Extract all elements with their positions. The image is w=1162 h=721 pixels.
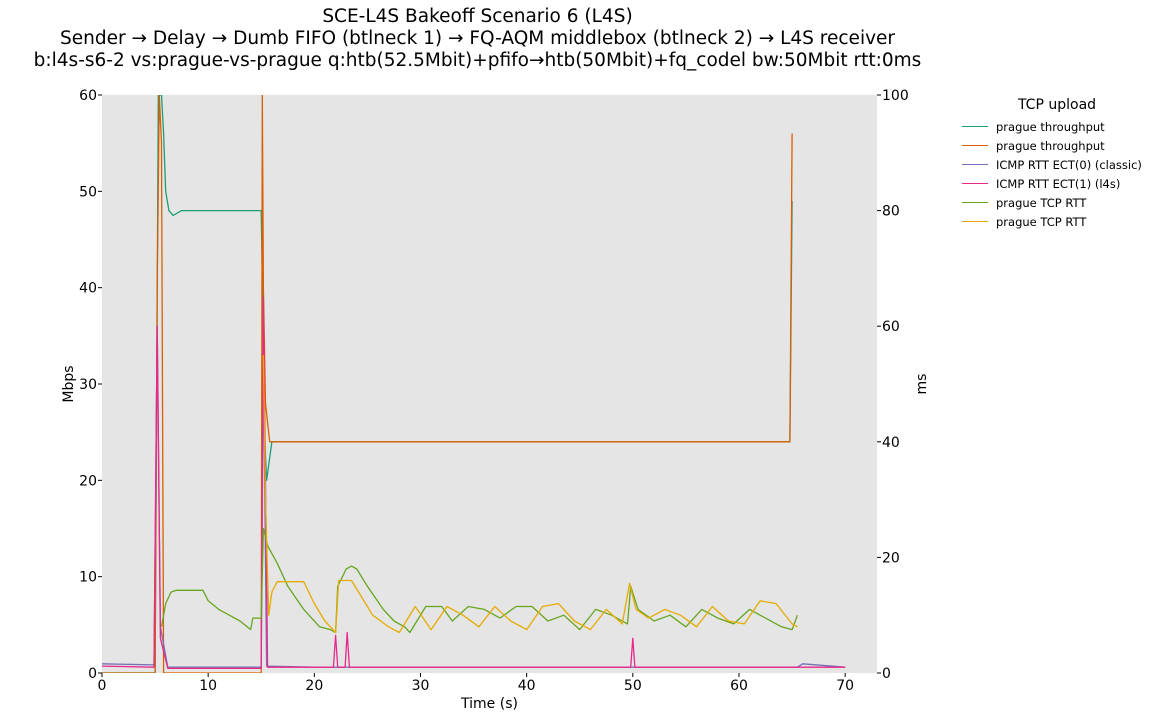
y-right-tick-label: 20	[882, 550, 900, 566]
legend-title: TCP upload	[1017, 97, 1097, 113]
legend-label: prague throughput	[996, 138, 1105, 153]
x-tick-label: 0	[98, 678, 107, 694]
legend-item-2: prague throughput	[962, 136, 1157, 155]
legend-swatch	[962, 164, 988, 165]
legend-label: prague TCP RTT	[996, 214, 1087, 229]
y-right-tick-label: 40	[882, 435, 900, 451]
y-left-tick-label: 10	[79, 570, 97, 586]
series-line-6	[262, 355, 798, 634]
legend-item-3: ICMP RTT ECT(0) (classic)	[962, 155, 1157, 174]
x-tick-label: 30	[412, 678, 430, 694]
y-right-tick-label: 60	[882, 319, 900, 335]
legend-item-4: ICMP RTT ECT(1) (l4s)	[962, 174, 1157, 193]
legend-item-6: prague TCP RTT	[962, 212, 1157, 231]
legend-label: ICMP RTT ECT(1) (l4s)	[996, 176, 1121, 191]
series-line-2	[102, 95, 793, 673]
y-left-tick-label: 60	[79, 88, 97, 104]
chart-title-block: SCE-L4S Bakeoff Scenario 6 (L4S) Sender …	[0, 6, 955, 72]
legend-item-1: prague throughput	[962, 117, 1157, 136]
legend-swatch	[962, 202, 988, 203]
x-tick-label: 50	[624, 678, 642, 694]
legend-item-5: prague TCP RTT	[962, 193, 1157, 212]
y-right-tick-label: 100	[882, 88, 909, 104]
x-tick-label: 60	[730, 678, 748, 694]
y-right-tick-label: 80	[882, 204, 900, 220]
legend-swatch	[962, 221, 988, 222]
y-left-tick-label: 30	[79, 377, 97, 393]
legend-label: ICMP RTT ECT(0) (classic)	[996, 157, 1142, 172]
x-tick-label: 40	[518, 678, 536, 694]
x-tick-label: 20	[305, 678, 323, 694]
series-line-5	[160, 527, 799, 634]
y-right-axis-label: ms	[914, 374, 930, 395]
legend-label: prague throughput	[996, 119, 1105, 134]
y-left-axis-label: Mbps	[61, 365, 77, 402]
legend: TCP upload prague throughput prague throu…	[962, 97, 1157, 231]
plot-background	[102, 95, 877, 673]
x-tick-label: 10	[199, 678, 217, 694]
y-left-tick-label: 0	[88, 666, 97, 682]
x-axis-label: Time (s)	[460, 696, 518, 712]
legend-swatch	[962, 183, 988, 184]
y-right-tick-label: 0	[882, 666, 891, 682]
chart-subtitle-params: b:l4s-s6-2 vs:prague-vs-prague q:htb(52.…	[33, 50, 922, 71]
chart-subtitle-topology: Sender → Delay → Dumb FIFO (btlneck 1) →…	[59, 28, 896, 49]
y-left-tick-label: 50	[79, 184, 97, 200]
legend-label: prague TCP RTT	[996, 195, 1087, 210]
legend-swatch	[962, 126, 988, 127]
x-tick-label: 70	[836, 678, 854, 694]
legend-items: prague throughput prague throughput ICMP R…	[962, 117, 1157, 231]
chart-title: SCE-L4S Bakeoff Scenario 6 (L4S)	[322, 6, 633, 27]
y-left-tick-label: 40	[79, 281, 97, 297]
series-line-4	[102, 296, 846, 670]
legend-swatch	[962, 145, 988, 146]
y-left-tick-label: 20	[79, 473, 97, 489]
